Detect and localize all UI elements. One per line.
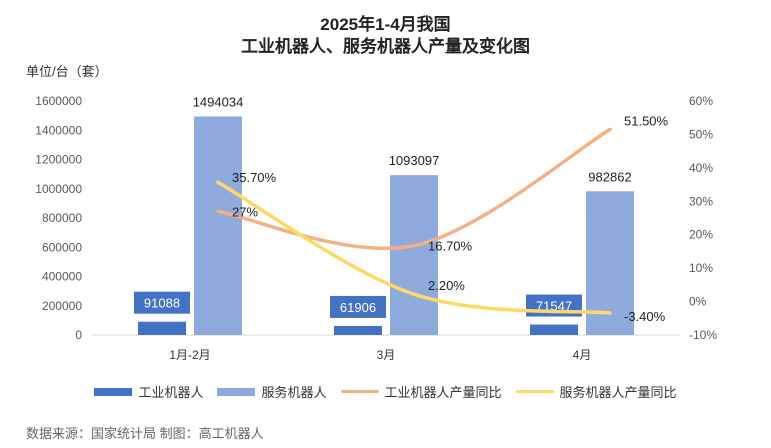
x-axis-category-label: 4月	[573, 348, 592, 362]
data-label-service-yoy: -3.40%	[624, 309, 666, 324]
data-label-industrial-yoy: 51.50%	[624, 113, 669, 128]
legend-label-service-robot: 服务机器人	[261, 385, 327, 400]
data-label-service-yoy: 2.20%	[428, 278, 465, 293]
legend-item-industrial-robot: 工业机器人	[94, 382, 203, 401]
x-axis-category-label: 1月-2月	[169, 348, 210, 362]
left-axis-tick-label: 1200000	[35, 153, 82, 167]
legend-item-service-robot: 服务机器人	[217, 382, 327, 401]
legend-swatch-service-yoy	[515, 390, 554, 393]
left-axis-tick-label: 800000	[42, 211, 82, 225]
legend-swatch-industrial-yoy	[340, 390, 379, 393]
left-axis-tick-label: 1000000	[35, 182, 82, 196]
legend-label-industrial-yoy: 工业机器人产量同比	[384, 385, 502, 400]
right-axis-tick-label: 0%	[689, 295, 707, 309]
data-label-industrial-robot: 91088	[144, 296, 180, 311]
x-axis-category-label: 3月	[377, 348, 396, 362]
chart-title: 2025年1-4月我国	[320, 15, 451, 34]
source-footer: 数据来源：国家统计局 制图：高工机器人	[26, 426, 264, 441]
chart-legend: 工业机器人 服务机器人 工业机器人产量同比 服务机器人产量同比	[0, 382, 771, 401]
right-axis-tick-label: 40%	[689, 161, 713, 175]
data-label-service-robot: 982862	[588, 169, 631, 184]
right-axis-tick-label: 50%	[689, 127, 713, 141]
data-label-service-robot: 1494034	[193, 94, 244, 109]
data-label-industrial-robot: 61906	[340, 300, 376, 315]
bar-service-robot	[390, 175, 438, 335]
data-label-service-yoy: 35.70%	[232, 170, 277, 185]
legend-label-industrial-robot: 工业机器人	[138, 385, 204, 400]
left-axis-tick-label: 600000	[42, 240, 82, 254]
bar-service-robot	[194, 116, 242, 335]
data-label-service-robot: 1093097	[389, 153, 440, 168]
left-axis-tick-label: 200000	[42, 299, 82, 313]
left-axis-unit-label: 单位/台（套）	[26, 64, 108, 79]
bar-industrial-robot	[530, 324, 578, 335]
data-label-industrial-yoy: 16.70%	[428, 239, 473, 254]
left-axis-tick-label: 400000	[42, 270, 82, 284]
left-axis-tick-label: 1600000	[35, 94, 82, 108]
right-axis-tick-label: 60%	[689, 94, 713, 108]
left-axis-tick-label: 0	[75, 328, 82, 342]
legend-item-service-yoy: 服务机器人产量同比	[515, 382, 677, 401]
left-axis-tick-label: 1400000	[35, 123, 82, 137]
right-axis-tick-label: 30%	[689, 194, 713, 208]
line-industrial-yoy	[216, 127, 612, 251]
legend-label-service-yoy: 服务机器人产量同比	[559, 385, 677, 400]
legend-item-industrial-yoy: 工业机器人产量同比	[340, 382, 502, 401]
chart-subtitle: 工业机器人、服务机器人产量及变化图	[241, 37, 530, 56]
bar-industrial-robot	[334, 325, 382, 335]
right-axis-tick-label: 10%	[689, 261, 713, 275]
legend-swatch-service-robot	[217, 387, 256, 396]
right-axis-tick-label: -10%	[689, 328, 717, 342]
bar-industrial-robot	[138, 321, 186, 335]
data-label-industrial-yoy: 27%	[232, 204, 258, 219]
data-label-box-industrial-robot	[134, 291, 190, 314]
line-service-yoy	[216, 180, 612, 315]
legend-swatch-industrial-robot	[94, 387, 133, 396]
right-axis-tick-label: 20%	[689, 228, 713, 242]
data-label-box-industrial-robot	[330, 295, 386, 318]
